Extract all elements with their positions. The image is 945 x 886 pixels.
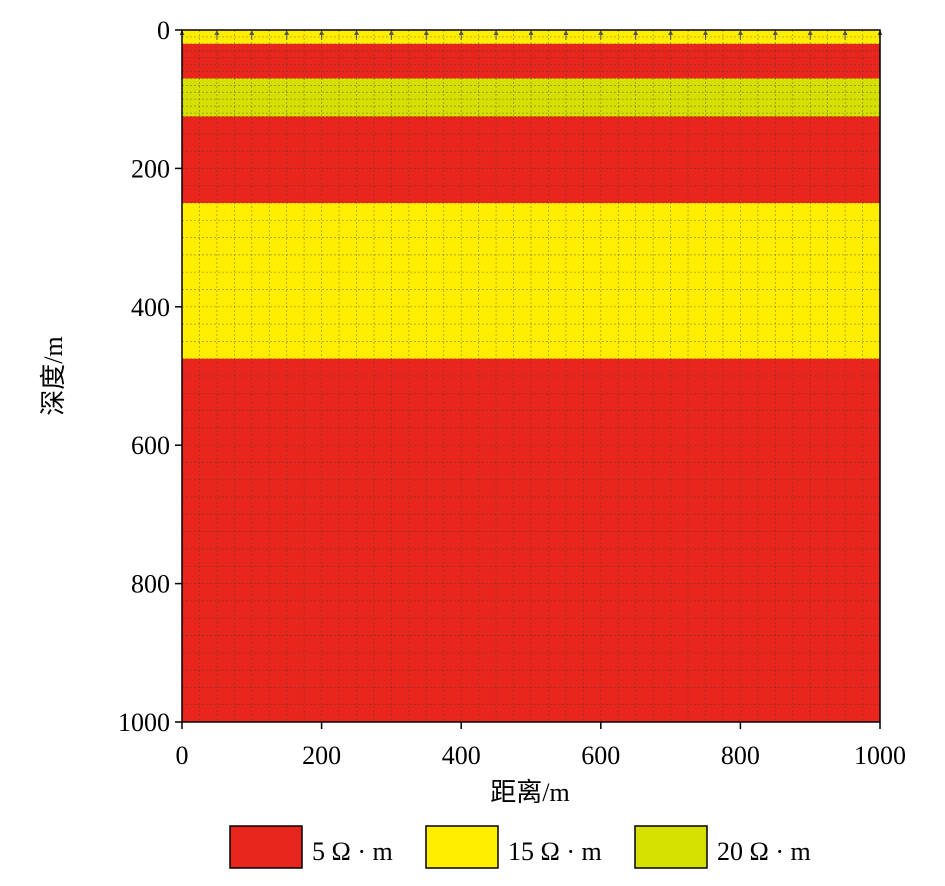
legend: 5 Ω · m 15 Ω · m 20 Ω · m [229, 825, 811, 869]
x-tick-label: 200 [302, 741, 341, 770]
legend-swatch-20 [634, 825, 708, 869]
station-marker [493, 30, 499, 35]
layer-band-4 [182, 203, 880, 359]
station-marker [284, 30, 290, 35]
station-marker [528, 30, 534, 35]
y-tick-label: 200 [131, 154, 170, 183]
station-marker [842, 30, 848, 35]
plot-frame [181, 29, 881, 723]
station-marker [423, 30, 429, 35]
station-marker [598, 30, 604, 35]
station-marker [249, 30, 255, 35]
x-tick-label: 400 [442, 741, 481, 770]
legend-label-15: 15 Ω · m [508, 837, 602, 866]
station-marker [772, 30, 778, 35]
station-marker [807, 30, 813, 35]
legend-label-5: 5 Ω · m [312, 837, 393, 866]
y-tick-label: 1000 [118, 708, 170, 737]
y-tick-label: 0 [157, 16, 170, 45]
station-marker [563, 30, 569, 35]
legend-swatch-5 [229, 825, 303, 869]
x-axis-title: 距离/m [490, 778, 569, 807]
legend-swatch-15 [425, 825, 499, 869]
station-marker [703, 30, 708, 35]
layer-band-1 [182, 43, 880, 79]
x-axis: 0 200 400 600 800 1000 [176, 722, 906, 770]
x-tick-label: 1000 [854, 741, 906, 770]
y-axis: 0 200 400 600 800 1000 [118, 16, 182, 737]
legend-label-20: 20 Ω · m [717, 837, 811, 866]
y-tick-label: 800 [131, 570, 170, 599]
station-marker [354, 30, 359, 35]
station-marker [319, 30, 325, 35]
station-marker [214, 30, 220, 35]
mesh-grid [182, 30, 880, 722]
y-tick-label: 400 [131, 293, 170, 322]
station-marker [668, 30, 674, 35]
y-tick-label: 600 [131, 431, 170, 460]
x-tick-label: 600 [581, 741, 620, 770]
x-tick-label: 0 [176, 741, 189, 770]
station-markers [179, 30, 883, 40]
x-tick-label: 800 [721, 741, 760, 770]
y-axis-title: 深度/m [39, 336, 68, 415]
station-marker [737, 30, 743, 35]
station-marker [633, 30, 639, 35]
station-marker [388, 30, 394, 35]
station-marker [458, 30, 464, 35]
